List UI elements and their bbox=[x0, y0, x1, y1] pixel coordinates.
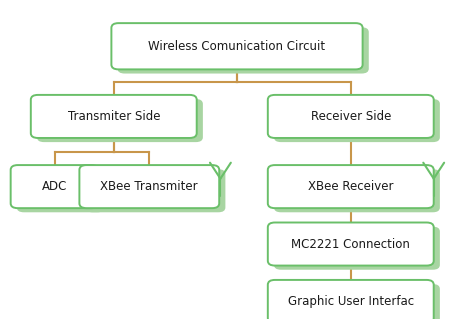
FancyBboxPatch shape bbox=[37, 99, 203, 142]
Text: ADC: ADC bbox=[42, 180, 67, 193]
FancyBboxPatch shape bbox=[268, 223, 434, 265]
Text: Receiver Side: Receiver Side bbox=[310, 110, 391, 123]
FancyBboxPatch shape bbox=[268, 95, 434, 138]
FancyBboxPatch shape bbox=[118, 27, 369, 74]
FancyBboxPatch shape bbox=[85, 169, 226, 212]
FancyBboxPatch shape bbox=[274, 169, 440, 212]
Text: MC2221 Connection: MC2221 Connection bbox=[292, 238, 410, 250]
Text: Wireless Comunication Circuit: Wireless Comunication Circuit bbox=[148, 40, 326, 53]
Text: XBee Receiver: XBee Receiver bbox=[308, 180, 393, 193]
Text: Graphic User Interfac: Graphic User Interfac bbox=[288, 295, 414, 308]
FancyBboxPatch shape bbox=[31, 95, 197, 138]
FancyBboxPatch shape bbox=[79, 165, 219, 208]
FancyBboxPatch shape bbox=[111, 23, 363, 70]
FancyBboxPatch shape bbox=[274, 226, 440, 270]
FancyBboxPatch shape bbox=[17, 169, 104, 212]
FancyBboxPatch shape bbox=[274, 99, 440, 142]
FancyBboxPatch shape bbox=[268, 280, 434, 319]
FancyBboxPatch shape bbox=[268, 165, 434, 208]
Text: Transmiter Side: Transmiter Side bbox=[67, 110, 160, 123]
Text: XBee Transmiter: XBee Transmiter bbox=[100, 180, 198, 193]
FancyBboxPatch shape bbox=[11, 165, 99, 208]
FancyBboxPatch shape bbox=[274, 284, 440, 319]
